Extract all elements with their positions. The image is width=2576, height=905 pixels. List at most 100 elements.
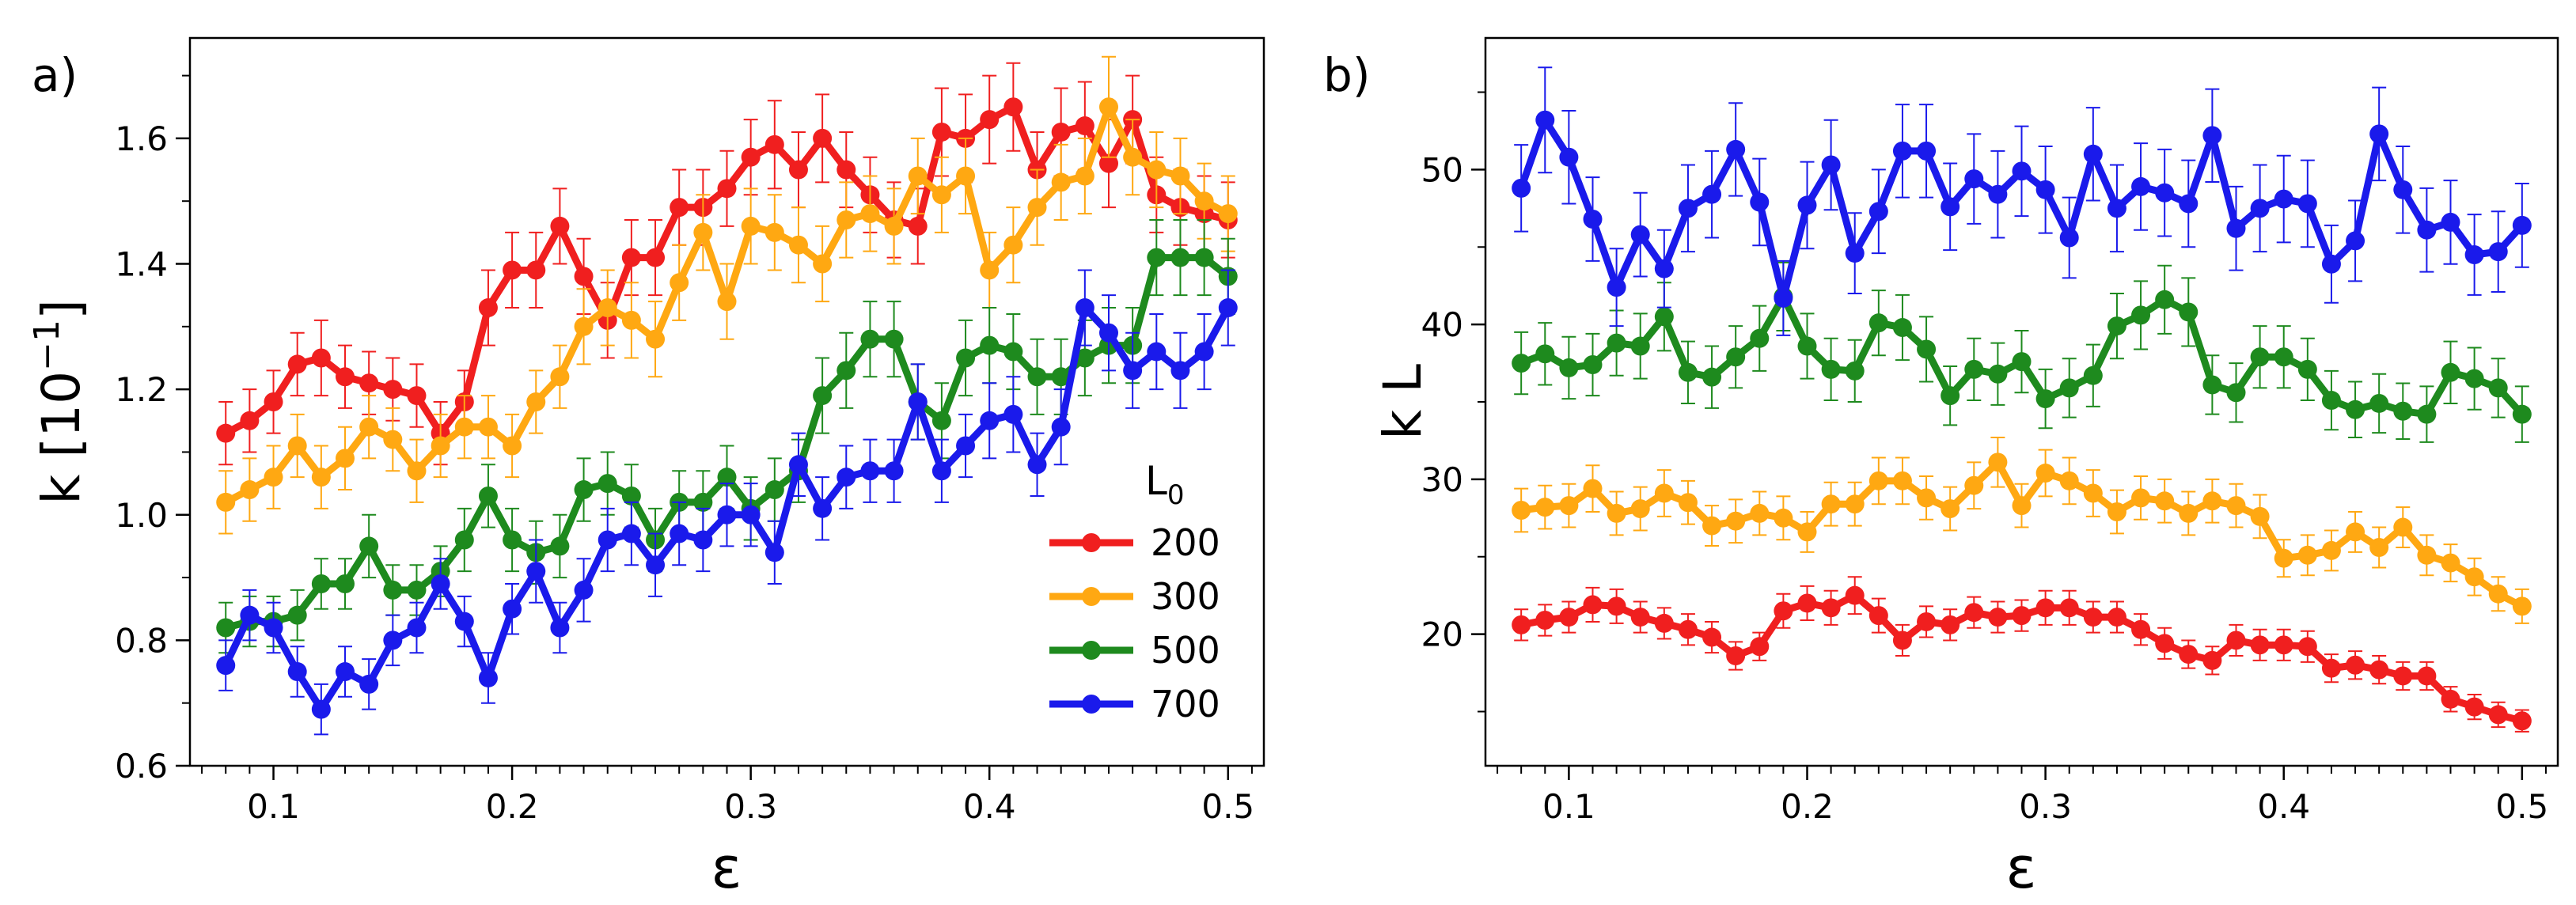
data-point: [2131, 176, 2151, 196]
data-point: [2512, 711, 2532, 731]
data-point: [1797, 336, 1817, 356]
data-point: [813, 128, 833, 148]
panel-b-label: b): [1323, 48, 1370, 102]
data-point: [311, 348, 331, 368]
data-point: [574, 480, 594, 500]
panel-a-label: a): [32, 48, 78, 102]
data-point: [1194, 342, 1214, 362]
data-point: [813, 254, 833, 274]
data-point: [764, 480, 784, 500]
data-point: [741, 505, 761, 524]
data-point: [764, 543, 784, 562]
data-point: [478, 417, 498, 437]
y-tick-label: 40: [1421, 305, 1463, 344]
data-point: [1170, 248, 1190, 267]
data-point: [2417, 404, 2437, 424]
data-point: [1003, 235, 1023, 255]
data-point: [359, 536, 379, 556]
data-point: [621, 248, 641, 267]
y-tick-label: 50: [1421, 150, 1463, 189]
data-point: [1051, 417, 1071, 437]
data-point: [2202, 650, 2222, 670]
y-tick-label: 30: [1421, 460, 1463, 499]
data-point: [2179, 645, 2199, 665]
data-point: [1218, 204, 1238, 224]
data-point: [1147, 248, 1167, 267]
data-point: [1845, 585, 1865, 605]
data-point: [1583, 210, 1603, 229]
data-point: [2107, 608, 2126, 627]
data-point: [2393, 180, 2413, 199]
data-point: [216, 492, 236, 512]
data-point: [956, 166, 976, 186]
data-point: [764, 134, 784, 154]
data-point: [2131, 619, 2151, 639]
data-point: [908, 216, 928, 236]
data-point: [2179, 194, 2199, 214]
data-point: [1726, 511, 1746, 531]
data-point: [383, 430, 403, 449]
data-point: [2202, 375, 2222, 395]
legend-swatch-marker: [1082, 695, 1101, 714]
data-point: [526, 392, 546, 411]
data-point: [478, 298, 498, 318]
data-point: [2155, 634, 2175, 653]
data-point: [717, 468, 737, 487]
data-point: [550, 536, 570, 556]
data-point: [2393, 517, 2413, 537]
y-tick-label: 0.6: [115, 747, 168, 786]
data-point: [2226, 218, 2246, 238]
data-point: [2155, 491, 2175, 511]
data-point: [1941, 197, 1960, 217]
data-point: [1535, 344, 1555, 364]
data-point: [2488, 584, 2508, 604]
data-point: [2441, 362, 2460, 382]
data-point: [931, 185, 951, 205]
data-point: [1098, 97, 1118, 117]
data-point: [1075, 166, 1095, 186]
legend-label: 300: [1151, 575, 1220, 618]
data-point: [1917, 141, 1937, 161]
data-point: [884, 329, 904, 349]
data-point: [336, 574, 355, 593]
data-point: [407, 618, 427, 638]
y-tick-label: 1.4: [115, 245, 168, 284]
data-point: [1123, 361, 1143, 381]
data-point: [1535, 611, 1555, 630]
data-point: [2417, 666, 2437, 686]
data-point: [574, 580, 594, 600]
series-700: [216, 269, 1238, 736]
data-point: [2226, 383, 2246, 403]
legend-entry-300: 300: [1049, 575, 1220, 618]
data-point: [1941, 615, 1960, 634]
data-point: [1583, 595, 1603, 615]
data-point: [2464, 697, 2484, 717]
data-point: [1583, 355, 1603, 375]
data-point: [1702, 184, 1722, 204]
data-point: [1868, 202, 1888, 222]
data-point: [1678, 199, 1698, 218]
data-point: [598, 298, 617, 318]
data-point: [1051, 122, 1071, 142]
data-point: [1147, 342, 1167, 362]
data-point: [1098, 153, 1118, 173]
data-point: [454, 612, 474, 631]
data-point: [2346, 231, 2365, 251]
data-point: [2369, 124, 2389, 144]
data-point: [837, 160, 856, 180]
data-point: [1797, 195, 1817, 215]
data-point: [383, 580, 403, 600]
data-point: [837, 361, 856, 381]
data-point: [2297, 637, 2317, 657]
data-point: [1678, 493, 1698, 513]
x-tick-label: 0.3: [2019, 787, 2072, 826]
data-point: [2012, 161, 2032, 181]
data-point: [311, 468, 331, 487]
panel-b: b) 0.1 0.2 0.3 0.4 0.5 20 30 40 50 ε k L: [1323, 36, 2559, 901]
data-point: [956, 436, 976, 456]
panel-a-ylabel: k [10−1]: [27, 299, 92, 505]
data-point: [216, 423, 236, 443]
data-point: [2417, 220, 2437, 240]
data-point: [1821, 494, 1841, 514]
panel-a-xlabel: ε: [711, 835, 742, 901]
